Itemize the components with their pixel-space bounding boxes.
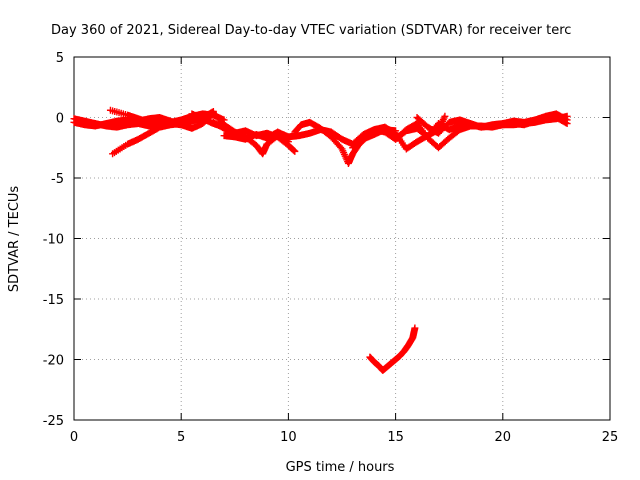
x-tick-label: 25 [602,430,619,445]
y-tick-label: -15 [43,293,64,308]
x-tick-label: 0 [70,430,78,445]
series-arc12 [366,324,419,374]
y-tick-label: -20 [43,354,64,369]
y-tick-label: 0 [56,112,64,127]
chart-title: Day 360 of 2021, Sidereal Day-to-day VTE… [51,23,571,38]
data-marker-path [106,106,217,132]
data-marker-path [413,110,571,137]
x-axis-label: GPS time / hours [286,460,395,475]
y-tick-label: -25 [43,414,64,429]
data-points [70,106,571,374]
axes: 0 5 10 15 20 25 5 0 -5 -10 -15 -20 -25 [43,51,619,445]
plot-border [73,56,611,421]
y-tick-label: -10 [43,233,64,248]
x-tick-label: 5 [177,430,185,445]
y-tick-label: -5 [51,172,64,187]
x-tick-label: 20 [495,430,512,445]
series-arc11 [413,110,571,137]
data-marker-path [366,324,419,374]
x-tick-label: 15 [387,430,404,445]
y-axis-label: SDTVAR / TECUs [7,186,22,293]
series-arc4 [106,106,217,132]
y-tick-label: 5 [56,51,64,66]
x-tick-label: 10 [280,430,297,445]
